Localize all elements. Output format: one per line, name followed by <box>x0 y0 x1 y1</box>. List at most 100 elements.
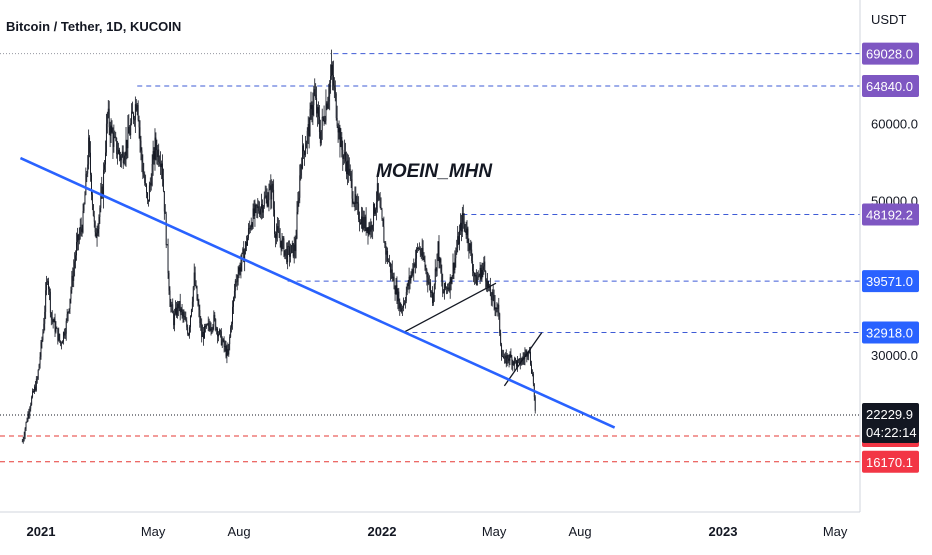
price-tag[interactable]: 16170.1 <box>862 450 919 473</box>
candle-body <box>155 137 157 151</box>
candle-body <box>364 216 366 229</box>
candle-body <box>297 200 299 212</box>
candle-body <box>130 123 132 135</box>
candle-body <box>39 356 41 365</box>
price-tag[interactable]: 39571.0 <box>862 270 919 293</box>
candle-body <box>183 316 185 318</box>
candle-body <box>260 208 261 215</box>
candle-body <box>494 302 496 309</box>
candle-body <box>249 227 251 230</box>
black-trendline[interactable] <box>403 282 497 334</box>
candle-body <box>89 137 91 153</box>
candle-body <box>331 64 333 77</box>
candle-body <box>125 139 127 156</box>
price-tag[interactable]: 69028.0 <box>862 42 919 65</box>
time-tick-label: May <box>823 524 848 539</box>
candle-body <box>419 248 421 254</box>
candle-body <box>276 226 278 233</box>
candle-body <box>138 120 140 128</box>
price-tag-background <box>862 42 919 65</box>
candle-body <box>430 282 432 293</box>
candle-body <box>153 151 155 160</box>
price-tag[interactable]: 32918.0 <box>862 321 919 344</box>
candle-body <box>35 378 37 391</box>
candle-body <box>30 404 32 409</box>
candle-body <box>443 292 445 294</box>
candle-body <box>137 105 139 121</box>
price-tag[interactable]: 48192.2 <box>862 203 919 226</box>
candle-body <box>272 183 274 190</box>
candle-body <box>156 150 158 158</box>
candle-body <box>369 226 371 232</box>
time-tick-label: Aug <box>227 524 250 539</box>
candle-body <box>526 350 528 357</box>
candle-body <box>462 213 464 222</box>
candle-body <box>24 428 26 436</box>
candle-body <box>385 242 387 255</box>
candle-body <box>103 169 105 198</box>
candle-body <box>370 225 372 232</box>
candle-body <box>358 203 360 220</box>
candle-body <box>508 358 510 361</box>
candle-body <box>286 249 288 263</box>
candle-body <box>379 199 381 208</box>
candle-body <box>63 332 65 336</box>
candle-body <box>188 333 190 336</box>
chart-title: Bitcoin / Tether, 1D, KUCOIN <box>6 19 181 34</box>
candle-body <box>326 103 328 109</box>
last-price-tag[interactable]: 22229.9 04:22:14 <box>862 402 919 443</box>
candle-body <box>253 208 255 216</box>
candle-body <box>215 319 217 331</box>
candle-body <box>226 349 228 357</box>
time-axis[interactable]: 2021 May Aug 2022 May Aug 2023 May <box>27 524 848 539</box>
candle-body <box>376 183 378 203</box>
candle-body <box>347 160 349 175</box>
candle-body <box>313 89 315 106</box>
candle-body <box>375 202 377 210</box>
candle-body <box>181 308 183 312</box>
candle-body <box>425 267 427 270</box>
candle-body <box>93 215 95 222</box>
candle-body <box>444 283 446 293</box>
candle-body <box>71 275 73 290</box>
candle-body <box>280 240 282 250</box>
candle-body <box>363 217 365 229</box>
candle-body <box>269 185 271 190</box>
candle-body <box>424 260 426 268</box>
candle-body <box>531 373 533 375</box>
candle-body <box>62 341 63 344</box>
candle-body <box>131 111 133 124</box>
candle-body <box>332 75 334 86</box>
price-tag[interactable]: 64840.0 <box>862 75 919 97</box>
candle-body <box>238 267 240 274</box>
candle-body <box>440 258 442 273</box>
candle-body <box>22 438 24 442</box>
candle-body <box>515 358 517 361</box>
price-tag-label: 69028.0 <box>866 47 913 62</box>
candle-body <box>229 336 231 345</box>
candle-body <box>99 207 101 217</box>
candle-body <box>498 304 500 314</box>
candle-body <box>262 206 264 213</box>
candle-body <box>466 228 468 235</box>
candle-body <box>100 194 102 208</box>
blue-trendline[interactable] <box>19 156 616 429</box>
candle-body <box>356 202 358 204</box>
candle-body <box>299 175 301 198</box>
candle-body <box>437 241 439 254</box>
candle-body <box>106 113 108 124</box>
candle-body <box>460 222 462 232</box>
candle-body <box>102 186 104 198</box>
candle-body <box>465 230 467 235</box>
candle-body <box>127 126 129 149</box>
candle-body <box>500 332 502 345</box>
candle-body <box>337 126 339 133</box>
candle-body <box>279 237 281 241</box>
candle-body <box>373 203 375 226</box>
candle-body <box>293 244 295 257</box>
candle-body <box>525 350 527 354</box>
candle-body <box>301 164 303 169</box>
candle-body <box>320 130 322 144</box>
